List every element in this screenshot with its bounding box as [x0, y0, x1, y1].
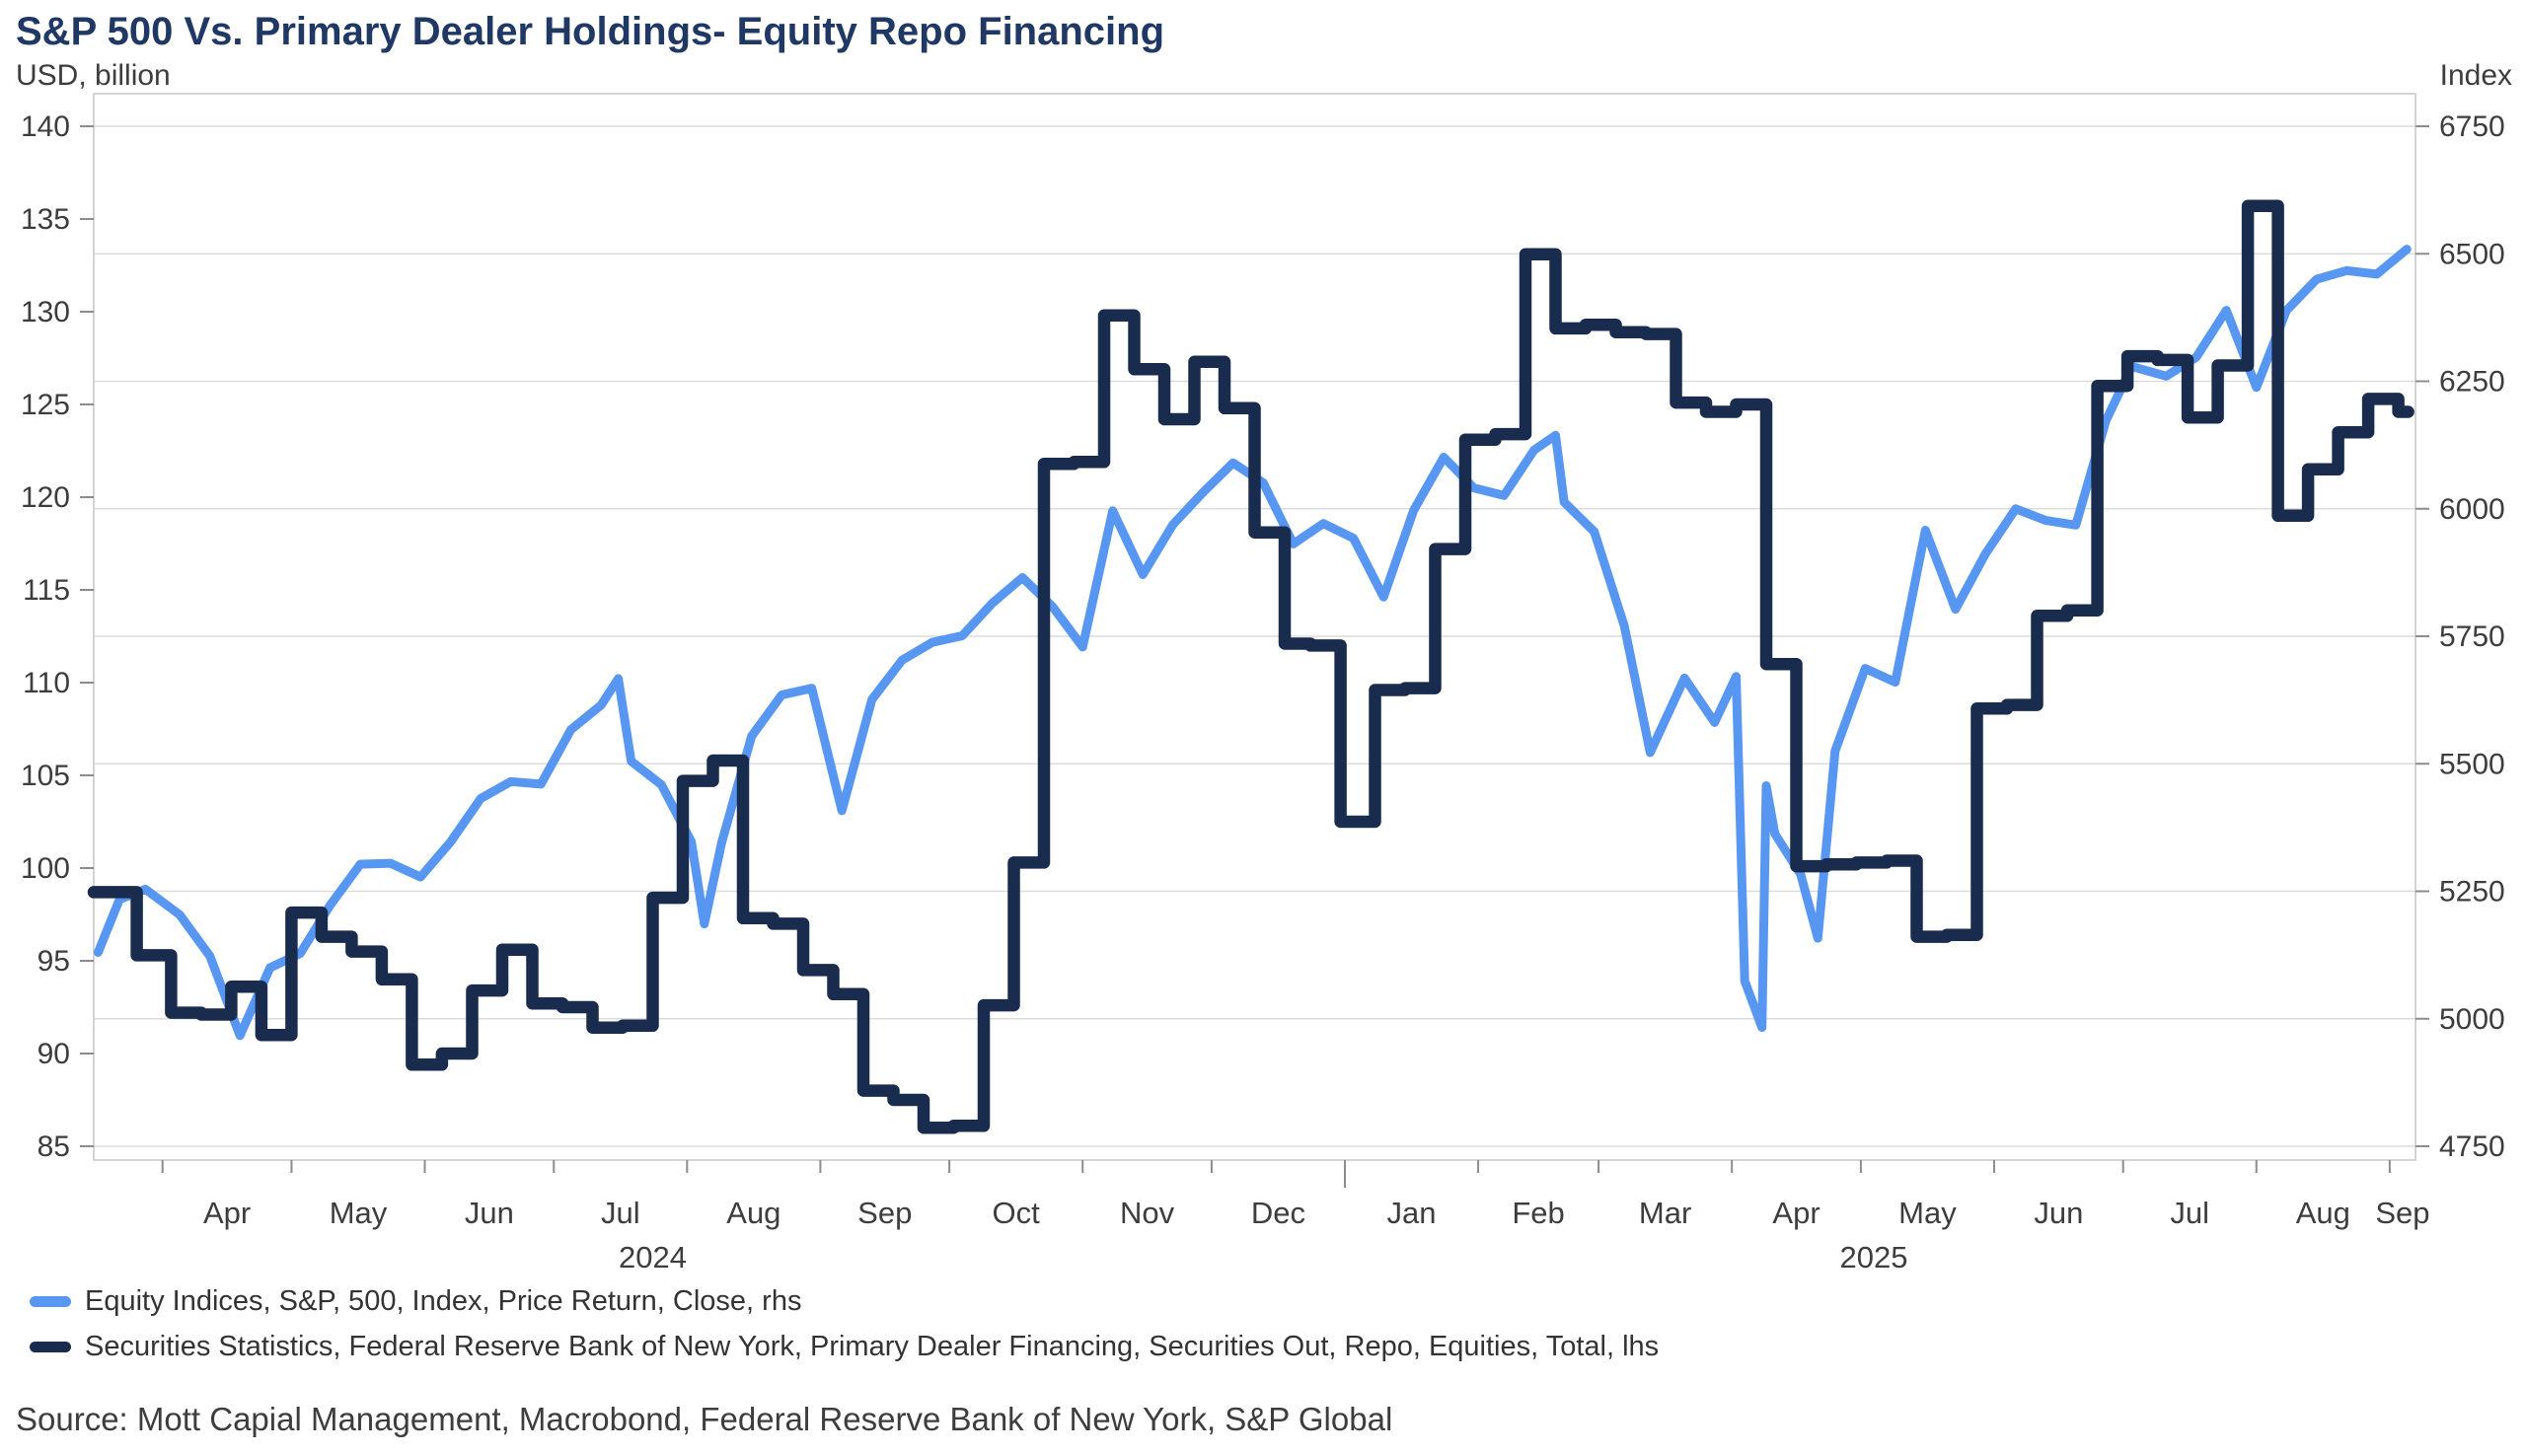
x-axis-month-label: Sep [857, 1196, 912, 1230]
left-axis-unit-label: USD, billion [16, 59, 171, 92]
x-axis-year-label: 2025 [1839, 1240, 1907, 1274]
x-axis-month-label: Aug [2296, 1196, 2350, 1230]
right-axis-tick-label: 5000 [2439, 1003, 2505, 1036]
left-axis-tick-label: 95 [37, 945, 70, 978]
right-axis-tick-label: 6250 [2439, 366, 2505, 399]
x-axis-month-label: Apr [1772, 1196, 1820, 1230]
right-axis-tick-label: 5750 [2439, 620, 2505, 653]
x-axis-month-label: Jun [2034, 1196, 2083, 1230]
left-axis-tick-label: 110 [23, 667, 70, 699]
right-axis-tick-label: 6500 [2439, 238, 2505, 270]
left-axis-tick-label: 135 [21, 203, 70, 236]
sp500-line [93, 245, 2412, 1041]
x-axis-month-label: Dec [1251, 1196, 1305, 1230]
repo-step-line [87, 199, 2415, 1134]
sp500-line-swatch-icon [30, 1295, 71, 1307]
legend-label-sp500: Equity Indices, S&P, 500, Index, Price R… [85, 1284, 802, 1317]
left-axis-tick-label: 130 [21, 296, 70, 328]
plot-frame [93, 93, 2416, 1161]
right-axis-tick-label: 5250 [2439, 876, 2505, 909]
x-axis-month-label: Sep [2375, 1196, 2429, 1230]
legend-item-sp500: Equity Indices, S&P, 500, Index, Price R… [30, 1278, 1659, 1324]
x-axis-month-label: Jul [2170, 1196, 2209, 1230]
x-axis-month-label: Jan [1387, 1196, 1437, 1230]
x-axis-month-label: Jul [601, 1196, 640, 1230]
legend-item-repo: Securities Statistics, Federal Reserve B… [30, 1324, 1659, 1369]
x-axis-month-label: Mar [1639, 1196, 1691, 1230]
x-axis-month-label: Feb [1512, 1196, 1564, 1230]
x-axis-month-label: Nov [1120, 1196, 1175, 1230]
right-axis-unit-label: Index [2439, 59, 2512, 92]
left-axis-tick-label: 115 [23, 574, 70, 607]
legend-label-repo: Securities Statistics, Federal Reserve B… [85, 1330, 1660, 1362]
x-axis-month-label: May [330, 1196, 388, 1230]
left-axis-tick-label: 85 [37, 1130, 70, 1163]
left-axis-tick-label: 120 [21, 481, 70, 514]
x-axis-month-label: Jun [465, 1196, 514, 1230]
legend: Equity Indices, S&P, 500, Index, Price R… [30, 1278, 1659, 1369]
source-text: Source: Mott Capial Management, Macrobon… [16, 1401, 1393, 1437]
left-axis-tick-label: 90 [37, 1038, 70, 1070]
x-axis-month-label: May [1898, 1196, 1957, 1230]
x-axis-month-label: Oct [993, 1196, 1041, 1230]
right-axis-tick-label: 6750 [2439, 110, 2505, 143]
left-axis-tick-label: 140 [21, 110, 70, 143]
left-axis-tick-label: 125 [21, 389, 70, 421]
right-axis-tick-label: 6000 [2439, 493, 2505, 526]
x-axis-month-label: Apr [203, 1196, 251, 1230]
left-axis-tick-label: 105 [21, 760, 70, 792]
right-axis-tick-label: 5500 [2439, 748, 2505, 780]
right-axis-tick-label: 4750 [2439, 1130, 2505, 1163]
repo-line-swatch-icon [30, 1341, 71, 1352]
x-axis-year-label: 2024 [619, 1240, 687, 1274]
x-axis-month-label: Aug [726, 1196, 780, 1230]
left-axis-tick-label: 100 [21, 852, 70, 885]
chart-title: S&P 500 Vs. Primary Dealer Holdings- Equ… [16, 10, 1165, 53]
